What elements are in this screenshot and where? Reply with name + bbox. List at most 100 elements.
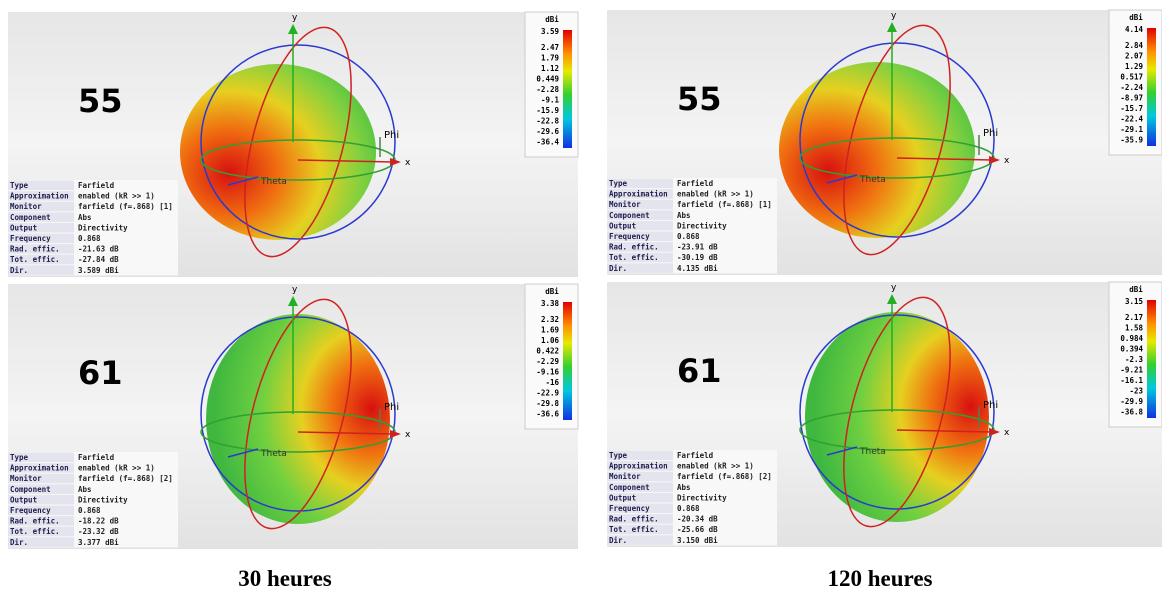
colorbar-tick-label: 2.17 bbox=[1125, 313, 1143, 322]
colorbar-tick-label: 1.06 bbox=[541, 336, 560, 345]
info-key-cell bbox=[8, 452, 74, 463]
info-value: Abs bbox=[78, 213, 92, 222]
info-value: Abs bbox=[78, 485, 92, 494]
theta-arrow bbox=[227, 176, 259, 186]
colorbar-tick-label: -9.16 bbox=[536, 368, 559, 377]
pattern-blob bbox=[206, 314, 390, 524]
colorbar-tick-label: -2.28 bbox=[536, 85, 559, 94]
info-key: Rad. effic. bbox=[10, 245, 60, 254]
phi-ring bbox=[200, 44, 396, 240]
info-value: 3.377 dBi bbox=[78, 538, 119, 547]
info-key: Rad. effic. bbox=[609, 243, 659, 252]
info-key: Type bbox=[10, 181, 29, 190]
theta-label: Theta bbox=[260, 177, 287, 187]
info-key-cell bbox=[8, 244, 74, 254]
info-key-cell bbox=[8, 537, 74, 547]
info-key: Monitor bbox=[609, 200, 641, 209]
info-value: enabled (kR >> 1) bbox=[677, 462, 754, 471]
colorbar-tick-label: -36.4 bbox=[536, 138, 559, 147]
info-value: 0.868 bbox=[677, 504, 700, 513]
info-key: Approximation bbox=[609, 462, 668, 471]
farfield-panel: 61 y x Phi Theta dBi 3.38 2.32 1.691.06 0.422-2.2… bbox=[8, 283, 579, 549]
panel-label: 55 bbox=[677, 80, 722, 118]
info-key: Component bbox=[10, 213, 51, 222]
colorbar-tick-label: 0.449 bbox=[536, 75, 559, 84]
info-key: Component bbox=[609, 211, 650, 220]
info-key-cell bbox=[607, 242, 673, 252]
phi-label: Phi bbox=[384, 130, 399, 141]
info-key: Component bbox=[10, 485, 51, 494]
info-key: Monitor bbox=[10, 202, 42, 211]
info-value: enabled (kR >> 1) bbox=[78, 192, 155, 201]
y-arrow bbox=[288, 296, 298, 306]
caption: 120 heures bbox=[828, 566, 933, 591]
phi-label: Phi bbox=[384, 402, 399, 413]
info-key-cell bbox=[8, 494, 74, 505]
colorbar-unit: dBi bbox=[545, 15, 559, 24]
info-key: Type bbox=[609, 179, 628, 188]
theta-label: Theta bbox=[859, 175, 886, 185]
info-key-cell bbox=[8, 212, 74, 222]
colorbar-tick-label: 3.59 bbox=[541, 27, 560, 36]
info-key-cell bbox=[607, 199, 673, 210]
info-key: Monitor bbox=[609, 472, 641, 481]
colorbar-tick-label: -22.8 bbox=[536, 117, 559, 126]
colorbar-unit: dBi bbox=[1129, 13, 1143, 22]
phi-ring bbox=[799, 42, 995, 238]
info-value: -18.22 dB bbox=[78, 517, 119, 526]
colorbar bbox=[563, 30, 572, 148]
x-arrow bbox=[989, 156, 1000, 164]
info-value: -21.63 dB bbox=[78, 245, 119, 254]
caption: 30 heures bbox=[238, 566, 332, 591]
y-arrow bbox=[887, 22, 897, 32]
colorbar bbox=[1147, 28, 1156, 146]
x-arrow bbox=[989, 428, 1000, 436]
phi-label: Phi bbox=[983, 400, 998, 411]
y-axis-label: y bbox=[292, 13, 298, 23]
info-value: Farfield bbox=[677, 179, 713, 188]
info-key: Frequency bbox=[609, 232, 650, 241]
phi-ring bbox=[200, 316, 396, 512]
colorbar-tick-label: 1.29 bbox=[1125, 62, 1144, 71]
info-value: -27.84 dB bbox=[78, 255, 119, 264]
info-key-cell bbox=[8, 505, 74, 516]
info-value: -25.66 dB bbox=[677, 525, 718, 534]
info-key: Component bbox=[609, 483, 650, 492]
colorbar-tick-label: 2.32 bbox=[541, 315, 559, 324]
colorbar-tick-label: -2.3 bbox=[1125, 355, 1144, 364]
info-value: Directivity bbox=[78, 223, 128, 232]
info-key-cell bbox=[607, 535, 673, 545]
colorbar-tick-label: 0.517 bbox=[1120, 73, 1143, 82]
colorbar-tick-label: 1.79 bbox=[541, 54, 560, 63]
info-value: -23.32 dB bbox=[78, 527, 119, 536]
info-key: Approximation bbox=[10, 464, 69, 473]
info-key-cell bbox=[607, 514, 673, 524]
info-key-cell bbox=[8, 516, 74, 526]
colorbar-tick-label: 2.07 bbox=[1125, 52, 1143, 61]
colorbar-tick-label: -8.97 bbox=[1120, 94, 1143, 103]
info-key: Tot. effic. bbox=[10, 527, 60, 536]
colorbar bbox=[1147, 300, 1156, 418]
info-value: farfield (f=.868) [1] bbox=[677, 200, 772, 209]
colorbar-tick-label: -16 bbox=[545, 378, 559, 387]
theta-ring bbox=[843, 24, 951, 256]
x-arrow bbox=[390, 158, 401, 166]
info-key-cell bbox=[8, 484, 74, 494]
info-key-cell bbox=[607, 252, 673, 263]
colorbar-tick-label: 0.394 bbox=[1120, 345, 1143, 354]
theta-ring bbox=[244, 298, 352, 530]
x-axis-label: x bbox=[1004, 428, 1010, 438]
info-value: Abs bbox=[677, 483, 691, 492]
info-key: Type bbox=[10, 453, 29, 462]
x-axis-label: x bbox=[1004, 156, 1010, 166]
colorbar-tick-label: -29.8 bbox=[536, 399, 559, 408]
info-key-cell bbox=[8, 180, 74, 191]
info-key: Dir. bbox=[609, 264, 627, 273]
info-key: Type bbox=[609, 451, 628, 460]
colorbar-tick-label: 3.38 bbox=[541, 299, 560, 308]
info-key-cell bbox=[607, 450, 673, 461]
colorbar-tick-label: -16.1 bbox=[1120, 376, 1143, 385]
info-key-cell bbox=[8, 473, 74, 484]
